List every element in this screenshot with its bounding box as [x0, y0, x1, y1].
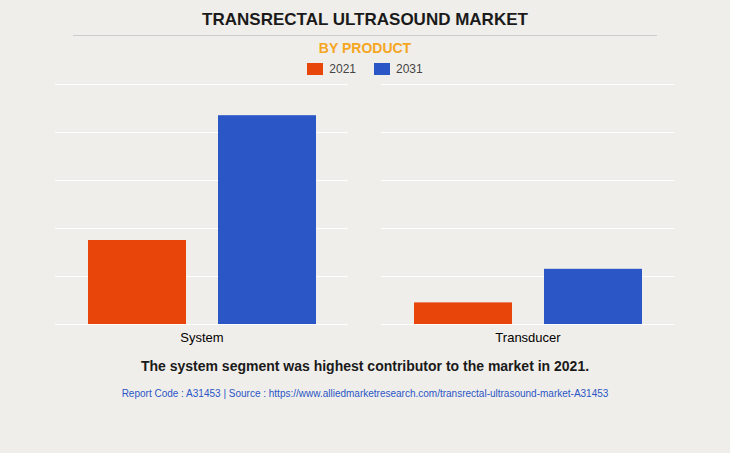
svg-text:Transducer: Transducer	[495, 330, 561, 345]
svg-text:System: System	[180, 330, 223, 345]
html-text:Report Code : A31453 | Source: Report Code : A31453 | Source : https://…	[121, 388, 609, 399]
html-text:2021: 2021	[329, 62, 356, 76]
html-text:BY PRODUCT: BY PRODUCT	[318, 40, 412, 56]
html-text:TRANSRECTAL ULTRASOUND MARKET: TRANSRECTAL ULTRASOUND MARKET	[202, 10, 528, 29]
html-text:2031: 2031	[396, 62, 423, 76]
html-text:The system segment was highest: The system segment was highest contribut…	[140, 358, 590, 374]
